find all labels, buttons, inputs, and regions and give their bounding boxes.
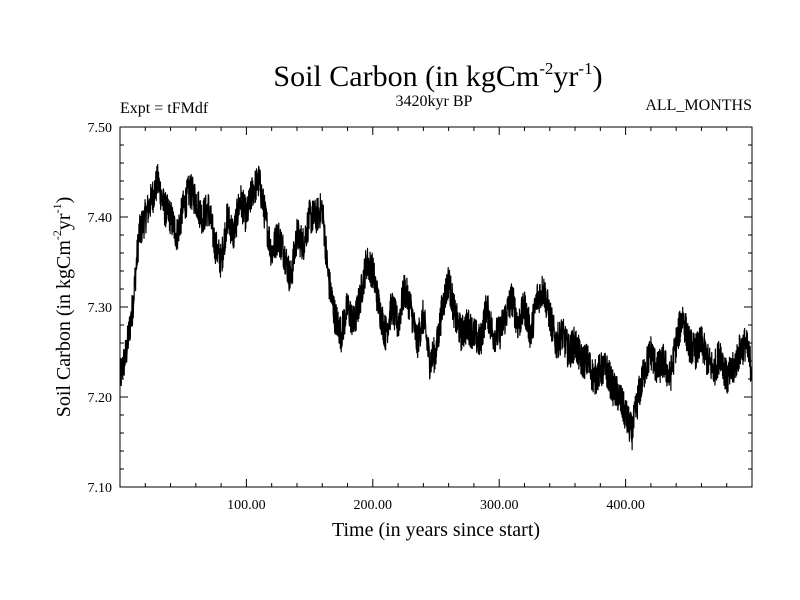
series-group (120, 163, 752, 451)
subtitle-experiment: Expt = tFMdf (120, 100, 209, 117)
plot-frame (119, 126, 753, 488)
tick-group: 100.00 200.00 300.00 400.00 7.10 7.20 7.30 7.40… (88, 121, 752, 513)
y-tick-label: 7.50 (88, 121, 113, 136)
y-tick-label: 7.10 (88, 481, 113, 496)
series-line-soil-carbon (120, 163, 752, 451)
x-tick-label: 100.00 (227, 498, 266, 513)
x-tick-label: 300.00 (480, 498, 519, 513)
x-tick-label: 200.00 (354, 498, 393, 513)
y-tick-label: 7.30 (88, 301, 113, 316)
y-tick-label: 7.40 (88, 211, 113, 226)
x-axis-label: Time (in years since start) (332, 519, 540, 541)
subtitle-period: 3420kyr BP (396, 93, 473, 110)
subtitle-months: ALL_MONTHS (645, 97, 752, 114)
x-tick-label: 400.00 (606, 498, 645, 513)
chart-title: Soil Carbon (in kgCm-2yr-1) (273, 59, 602, 93)
y-tick-label: 7.20 (88, 391, 113, 406)
y-axis-label: Soil Carbon (in kgCm-2yr-1) (50, 197, 75, 418)
